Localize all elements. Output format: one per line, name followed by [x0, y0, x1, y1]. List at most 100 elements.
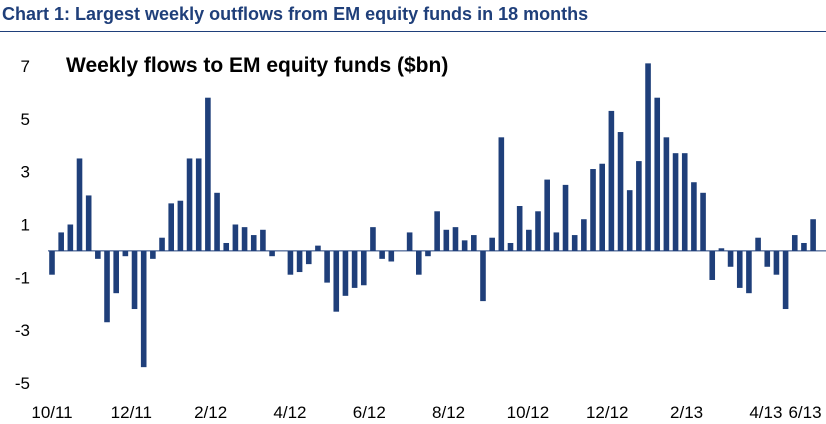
- bar: [608, 110, 615, 251]
- bar: [315, 245, 321, 251]
- bar: [85, 195, 92, 251]
- bar: [195, 158, 202, 251]
- bar: [801, 242, 807, 251]
- chart-header-title: Chart 1: Largest weekly outflows from EM…: [2, 4, 589, 24]
- bar: [516, 206, 523, 251]
- bar: [260, 229, 266, 251]
- y-tick-label: -1: [15, 268, 30, 287]
- x-tick-label: 12/11: [111, 403, 152, 422]
- bar: [590, 169, 596, 251]
- bar: [452, 227, 459, 251]
- bar: [443, 229, 450, 251]
- x-tick-label: 2/12: [194, 403, 227, 422]
- bar: [755, 237, 761, 251]
- bar: [333, 250, 340, 312]
- bar-series: [49, 63, 816, 368]
- bar: [49, 250, 55, 275]
- x-tick-label: 10/12: [507, 403, 550, 422]
- y-tick-label: -5: [15, 374, 30, 393]
- bar: [150, 250, 156, 259]
- chart-inner-title: Weekly flows to EM equity funds ($bn): [66, 54, 448, 77]
- bar: [122, 250, 129, 257]
- bar: [58, 232, 64, 251]
- bar: [177, 200, 184, 251]
- bar: [489, 237, 495, 251]
- bar: [360, 250, 367, 286]
- bar: [140, 250, 147, 368]
- bar: [76, 158, 83, 251]
- bar: [507, 242, 514, 251]
- bar: [461, 240, 468, 251]
- x-tick-label: 12/12: [586, 403, 629, 422]
- x-tick-label: 8/12: [432, 403, 465, 422]
- bar: [379, 250, 385, 259]
- x-tick-label: 6/12: [353, 403, 386, 422]
- bar: [599, 163, 605, 251]
- bar: [553, 232, 560, 251]
- bar: [736, 250, 743, 288]
- bar: [526, 229, 532, 251]
- bar: [434, 211, 440, 251]
- bar: [773, 250, 780, 275]
- bar: [810, 219, 816, 251]
- bar: [654, 97, 661, 251]
- bar: [471, 235, 477, 251]
- bar: [562, 184, 569, 251]
- y-tick-label: 3: [21, 163, 30, 182]
- bar: [791, 235, 798, 251]
- x-tick-label: 4/12: [273, 403, 306, 422]
- bar: [535, 211, 541, 251]
- bar: [571, 235, 578, 251]
- bar: [232, 224, 239, 251]
- bar: [764, 250, 771, 267]
- bar: [159, 237, 165, 251]
- x-axis: 10/11 12/11 2/12 4/12 6/12 8/12 10/12 12/12 2/13…: [31, 403, 821, 422]
- bar: [416, 250, 422, 275]
- bar: [709, 250, 716, 280]
- bar: [342, 250, 349, 296]
- bar: [388, 250, 395, 262]
- x-tick-label: 6/13: [788, 403, 821, 422]
- bar: [672, 153, 679, 251]
- y-tick-label: 1: [21, 216, 30, 235]
- bar: [324, 250, 330, 283]
- bar: [269, 250, 275, 257]
- bar: [663, 137, 670, 251]
- bar: [718, 248, 725, 251]
- bar: [746, 250, 752, 294]
- bar: [351, 250, 358, 288]
- bar: [113, 250, 119, 294]
- x-tick-label: 10/11: [31, 403, 72, 422]
- bar: [617, 132, 624, 251]
- bar: [645, 63, 651, 251]
- bar: [186, 158, 193, 251]
- x-tick-label: 2/13: [670, 403, 703, 422]
- bar: [296, 250, 303, 273]
- bar: [691, 182, 697, 251]
- chart-header: Chart 1: Largest weekly outflows from EM…: [0, 0, 826, 32]
- bar: [250, 235, 257, 251]
- bar: [104, 250, 110, 323]
- bar: [205, 97, 211, 251]
- bar: [498, 137, 505, 251]
- y-tick-label: 7: [21, 57, 30, 76]
- bar: [581, 219, 587, 251]
- y-tick-label: 5: [21, 110, 30, 129]
- bar: [681, 153, 688, 251]
- bar: [544, 179, 550, 251]
- y-axis: 7 5 3 1 -1 -3 -5: [15, 57, 30, 393]
- bar: [700, 192, 706, 251]
- bar: [287, 250, 294, 275]
- bar: [67, 224, 74, 251]
- bar: [370, 227, 376, 251]
- bar: [214, 192, 220, 251]
- bar: [626, 190, 633, 251]
- x-tick-label: 4/13: [749, 403, 782, 422]
- bar: [480, 250, 486, 302]
- bar: [727, 250, 734, 267]
- bar: [305, 250, 312, 265]
- bar: [95, 250, 101, 259]
- bar: [636, 161, 642, 251]
- bar: [168, 203, 175, 251]
